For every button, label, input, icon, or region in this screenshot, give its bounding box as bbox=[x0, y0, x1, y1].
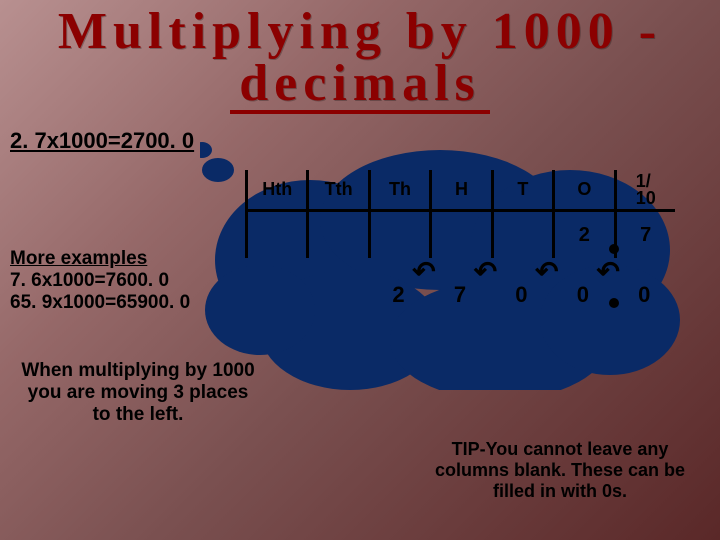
example-1: 7. 6x1000=7600. 0 bbox=[10, 270, 190, 292]
title-line-1: Multiplying by 1000 - bbox=[58, 3, 662, 60]
pv-input-row: ↶ ↶ 2↶ 7↶ bbox=[245, 212, 675, 254]
out-th: 2 bbox=[368, 268, 429, 322]
example-2: 65. 9x1000=65900. 0 bbox=[10, 292, 190, 314]
title-line-2: decimals bbox=[0, 58, 720, 114]
more-examples: More examples 7. 6x1000=7600. 0 65. 9x10… bbox=[10, 248, 190, 314]
hdr-th: Th bbox=[368, 170, 429, 212]
main-equation: 2. 7x1000=2700. 0 bbox=[10, 128, 194, 154]
in-th bbox=[368, 212, 429, 258]
in-tth bbox=[306, 212, 367, 258]
out-tth bbox=[306, 268, 367, 322]
out-o: 0 bbox=[552, 268, 613, 322]
in-o: 2↶ bbox=[552, 212, 613, 258]
hdr-tenth: 1/ 10 bbox=[614, 170, 675, 212]
in-h: ↶ bbox=[429, 212, 490, 258]
out-hth bbox=[245, 268, 306, 322]
pv-header-row: Hth Tth Th H T O 1/ 10 bbox=[245, 170, 675, 212]
out-h: 7 bbox=[429, 268, 490, 322]
hdr-h: H bbox=[429, 170, 490, 212]
pv-result-row: 2 7 0 0 0 bbox=[245, 268, 675, 310]
hdr-t: T bbox=[491, 170, 552, 212]
out-t: 0 bbox=[491, 268, 552, 322]
place-value-table: Hth Tth Th H T O 1/ 10 ↶ ↶ 2↶ 7↶ 2 7 0 0… bbox=[245, 170, 675, 310]
hdr-tth: Tth bbox=[306, 170, 367, 212]
in-hth bbox=[245, 212, 306, 258]
in-tenth: 7↶ bbox=[614, 212, 675, 258]
hdr-o: O bbox=[552, 170, 613, 212]
tip-text: TIP-You cannot leave any columns blank. … bbox=[430, 439, 690, 502]
more-examples-heading: More examples bbox=[10, 248, 190, 270]
slide-title: Multiplying by 1000 - decimals bbox=[0, 0, 720, 114]
in-t: ↶ bbox=[491, 212, 552, 258]
out-tenth: 0 bbox=[614, 268, 675, 322]
hdr-hth: Hth bbox=[245, 170, 306, 212]
